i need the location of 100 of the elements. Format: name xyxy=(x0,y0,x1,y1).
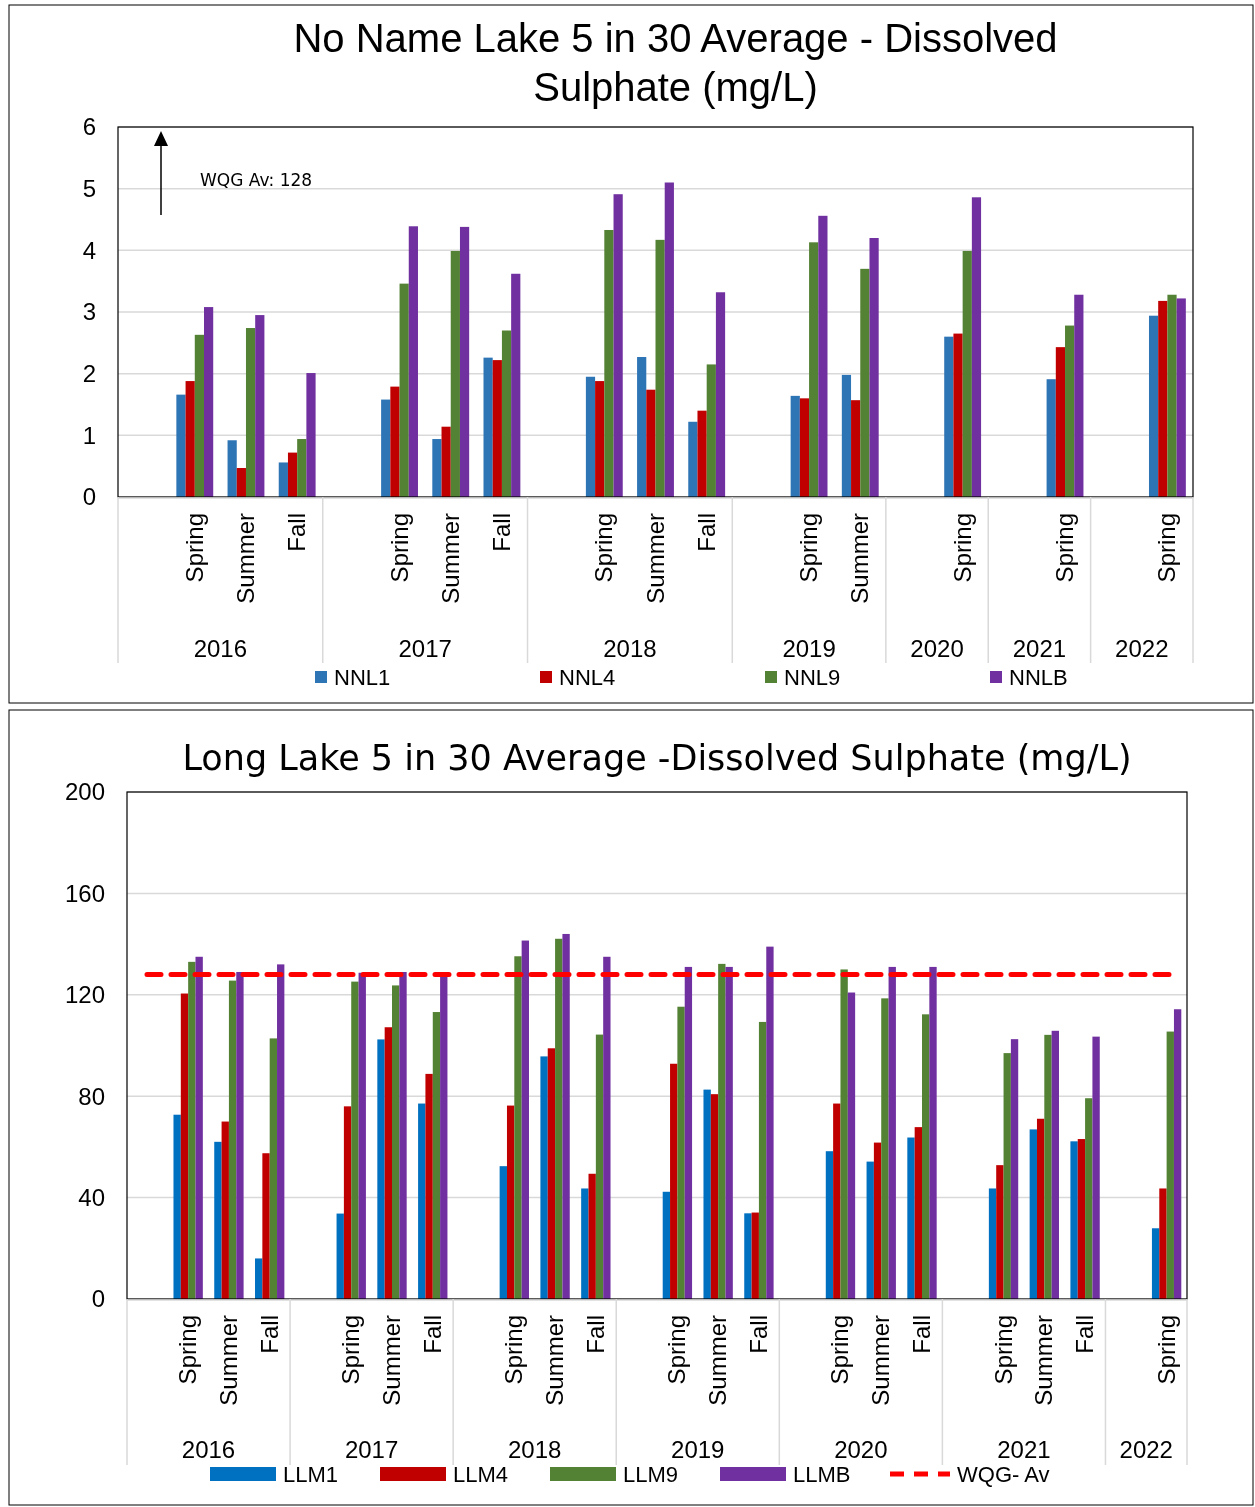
bar xyxy=(841,374,852,497)
text: 2018 xyxy=(508,1436,562,1463)
x-tick-label: Spring xyxy=(500,1315,528,1385)
bar xyxy=(604,229,614,497)
bar xyxy=(677,1006,685,1299)
legend-label: NNL4 xyxy=(559,664,616,690)
bar xyxy=(873,1142,882,1299)
bar xyxy=(833,1103,841,1299)
bar xyxy=(399,283,409,497)
bar xyxy=(236,468,246,497)
bar xyxy=(399,971,407,1299)
bar xyxy=(664,182,674,497)
bar xyxy=(944,336,954,497)
bar xyxy=(227,440,237,497)
bar xyxy=(684,966,693,1299)
y-tick-label: 200 xyxy=(64,778,105,806)
y-tick-label: 80 xyxy=(78,1082,105,1110)
bar xyxy=(418,1103,426,1299)
bar xyxy=(988,1188,997,1299)
text: 2022 xyxy=(1115,635,1169,662)
bar xyxy=(670,1063,678,1299)
bar xyxy=(971,197,982,497)
x-tick-label: Summer xyxy=(867,1315,895,1406)
legend-label: WQG- Av xyxy=(957,1461,1050,1487)
legend-label: NNL1 xyxy=(334,664,391,690)
bar xyxy=(1010,1039,1019,1299)
x-tick-label: Spring xyxy=(663,1315,691,1385)
x-tick-label: Spring xyxy=(174,1315,202,1385)
bar xyxy=(1159,1188,1167,1299)
bar xyxy=(392,985,400,1299)
x-tick-label: Spring xyxy=(337,1315,365,1385)
bar xyxy=(278,462,288,497)
y-tick-label: 160 xyxy=(64,879,105,907)
bar xyxy=(1166,1031,1174,1299)
bar xyxy=(1044,1034,1052,1299)
bar xyxy=(277,964,285,1299)
bar xyxy=(204,307,214,497)
x-tick-label: Summer xyxy=(641,513,669,604)
bar xyxy=(1029,1129,1037,1299)
bar xyxy=(499,1166,507,1299)
bar xyxy=(185,381,195,497)
y-tick-label: 6 xyxy=(82,113,96,141)
bar xyxy=(847,992,856,1299)
bar xyxy=(1077,1139,1086,1299)
bar xyxy=(922,1014,930,1299)
x-tick-label: Fall xyxy=(692,513,720,552)
bar xyxy=(818,215,828,497)
bar xyxy=(790,395,800,497)
legend-label: LLM4 xyxy=(453,1461,509,1487)
bar xyxy=(262,1153,270,1299)
bar xyxy=(358,972,366,1299)
bar xyxy=(662,1191,671,1299)
x-tick-label: Fall xyxy=(418,1315,446,1354)
x-tick-label: Summer xyxy=(214,1315,242,1406)
bar xyxy=(506,1105,515,1299)
bar xyxy=(540,1056,548,1299)
bar xyxy=(1167,294,1177,497)
bar xyxy=(306,373,316,497)
bar xyxy=(1092,1036,1100,1299)
bar xyxy=(1065,325,1075,497)
bar xyxy=(245,328,256,497)
bar xyxy=(1046,379,1056,497)
bar xyxy=(351,981,359,1299)
x-tick-label: Fall xyxy=(1071,1315,1099,1354)
text: 2018 xyxy=(603,635,657,662)
bar xyxy=(588,1173,596,1299)
bar xyxy=(655,239,665,497)
bar xyxy=(236,971,244,1299)
bar xyxy=(459,226,470,497)
bar xyxy=(194,334,204,497)
y-tick-label: 5 xyxy=(82,175,96,203)
bar xyxy=(336,1213,344,1299)
bar xyxy=(562,933,570,1299)
bar xyxy=(408,226,418,497)
bar xyxy=(869,238,879,497)
bar xyxy=(706,364,716,497)
bar xyxy=(287,452,298,497)
annotation: WQG Av: 128 xyxy=(200,170,313,190)
bar xyxy=(384,1027,392,1299)
text: 2019 xyxy=(671,1436,725,1463)
text: 2016 xyxy=(193,635,248,662)
bar xyxy=(585,376,596,497)
legend-label: LLM9 xyxy=(623,1461,679,1487)
x-tick-label: Spring xyxy=(826,1315,854,1385)
text: 2022 xyxy=(1119,1436,1173,1463)
bar xyxy=(221,1121,229,1299)
bar xyxy=(929,966,937,1299)
x-tick-label: Spring xyxy=(989,1315,1017,1385)
x-tick-label: Spring xyxy=(1051,513,1079,583)
text: 2019 xyxy=(782,635,836,662)
y-tick-label: 1 xyxy=(82,421,96,449)
text: 2021 xyxy=(997,1436,1051,1463)
x-tick-label: Spring xyxy=(1152,1315,1180,1385)
x-tick-label: Spring xyxy=(795,513,823,583)
bar xyxy=(1158,300,1168,497)
bar xyxy=(214,1141,222,1299)
y-tick-label: 0 xyxy=(82,483,96,511)
bar xyxy=(1151,1228,1160,1299)
bar xyxy=(703,1089,711,1299)
bar xyxy=(581,1188,589,1299)
